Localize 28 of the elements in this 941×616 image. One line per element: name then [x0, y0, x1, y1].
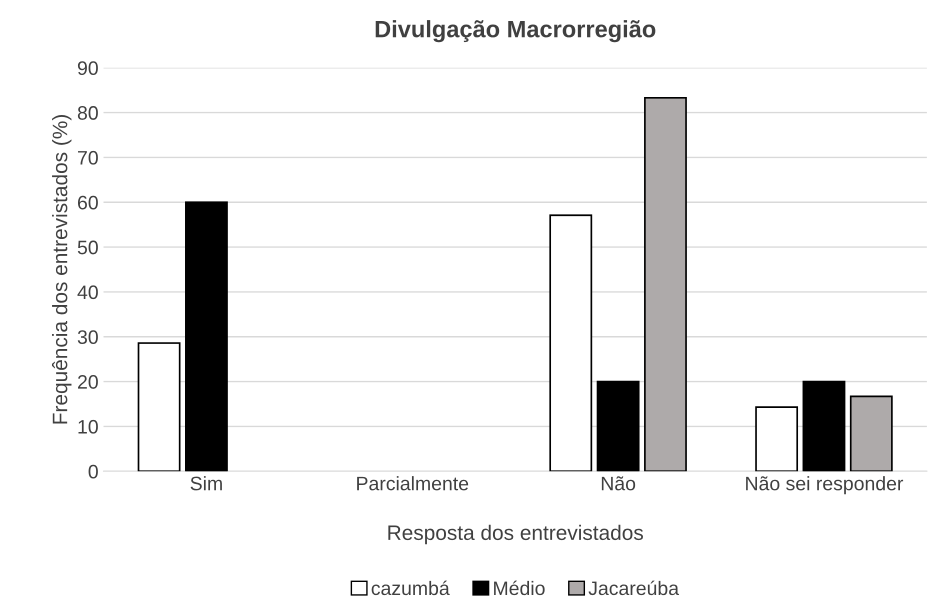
y-tick-label: 20 — [78, 375, 98, 389]
y-tick-label: 30 — [78, 330, 98, 344]
x-tick-label: Não sei responder — [746, 476, 904, 494]
x-tick-label: Não — [602, 476, 636, 490]
y-tick-label: 80 — [78, 106, 98, 120]
y-tick-label: 90 — [78, 61, 98, 75]
y-axis-title: Frequência dos entrevistados (%) — [52, 115, 72, 424]
y-tick-label: 50 — [78, 240, 98, 254]
y-tick-label: 10 — [78, 420, 98, 434]
x-axis-title: Resposta dos entrevistados — [388, 524, 643, 544]
bar — [644, 96, 687, 472]
x-tick-label: Parcialmente — [357, 476, 468, 490]
chart-title: Divulgação Macrorregião — [376, 20, 656, 42]
y-tick-label: 0 — [88, 464, 98, 478]
x-tick-label: Sim — [190, 476, 222, 490]
legend-label: Médio — [494, 580, 545, 596]
y-tick-label: 60 — [78, 196, 98, 210]
bar — [596, 380, 640, 472]
y-tick-label: 70 — [78, 150, 98, 165]
bar — [185, 201, 228, 472]
bar — [850, 396, 893, 472]
bar — [138, 342, 181, 472]
bar — [549, 214, 592, 472]
legend-label: Jacareúba — [588, 580, 680, 596]
bar — [755, 406, 798, 472]
bar — [802, 380, 846, 472]
legend-label: cazumbá — [372, 580, 450, 596]
y-tick-label: 40 — [77, 285, 98, 300]
